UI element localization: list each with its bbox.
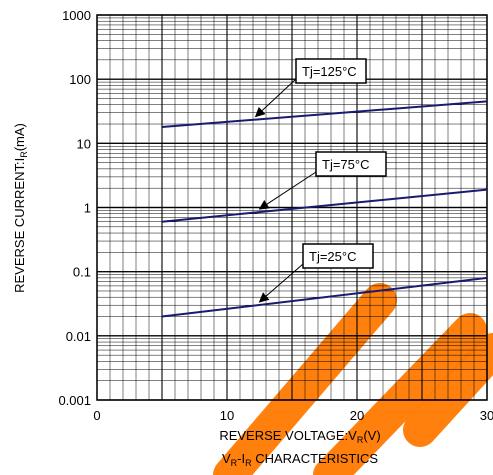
x-tick-label: 10 [220,408,234,423]
series-label-frame [315,151,387,177]
y-axis-title-unit: (mA) [12,123,27,151]
x-tick-label: 0 [93,408,100,423]
y-tick-label: 0.001 [58,393,91,408]
y-axis-title-sub: R [19,151,29,158]
caption-dash: -I [237,451,245,466]
caption-rest: CHARACTERISTICS [252,451,379,466]
x-axis-title-unit: (V) [363,428,380,443]
watermark-stroke [313,313,487,475]
y-axis-title: REVERSE CURRENT:IR(mA) [12,123,29,293]
x-axis-title: REVERSE VOLTAGE:VR(V) [219,428,380,445]
x-tick-label: 20 [350,408,364,423]
y-axis-title-main: REVERSE CURRENT [12,164,27,293]
y-tick-label: 100 [69,72,91,87]
x-axis-title-main: REVERSE VOLTAGE [219,428,345,443]
series-label: Tj=125°C [302,64,357,79]
series-lines [161,100,488,318]
series-label-frame [295,58,367,84]
caption-v-sub: R [231,458,238,468]
caption-v: V [222,451,231,466]
watermark-stroke [403,333,493,447]
y-tick-label: 0.01 [66,329,91,344]
series-label-box: Tj=75°C [315,151,387,177]
grid [96,14,488,401]
series-line [161,276,488,318]
series-label-box: Tj=25°C [302,243,374,269]
chart-caption: VR-IR CHARACTERISTICS [222,451,378,468]
y-tick-label: 10 [77,136,91,151]
series-line [161,188,488,223]
annotation-arrow [258,171,317,210]
series-label-box: Tj=125°C [295,58,367,84]
watermark [213,283,493,475]
x-tick-label: 30 [480,408,493,423]
y-tick-label: 1000 [62,8,91,23]
y-axis-title-sym: :I [12,158,27,165]
series-label-frame [302,243,374,269]
series-label: Tj=75°C [322,157,369,172]
y-tick-labels: 0.001 0.01 0.1 1 10 100 1000 [58,8,91,408]
y-tick-label: 1 [84,201,91,216]
plot-frame [96,14,488,401]
series-line [161,100,488,128]
caption-i-sub: R [245,458,252,468]
annotation-arrow [254,78,297,118]
x-axis-title-sym: :V [345,428,358,443]
annotations: Tj=125°C Tj=75°C Tj=25°C [254,58,387,303]
y-tick-label: 0.1 [73,265,91,280]
x-axis-title-sub: R [357,435,364,445]
annotation-arrow [258,263,304,303]
x-tick-labels: 0 10 20 30 [93,408,493,423]
series-label: Tj=25°C [309,249,356,264]
